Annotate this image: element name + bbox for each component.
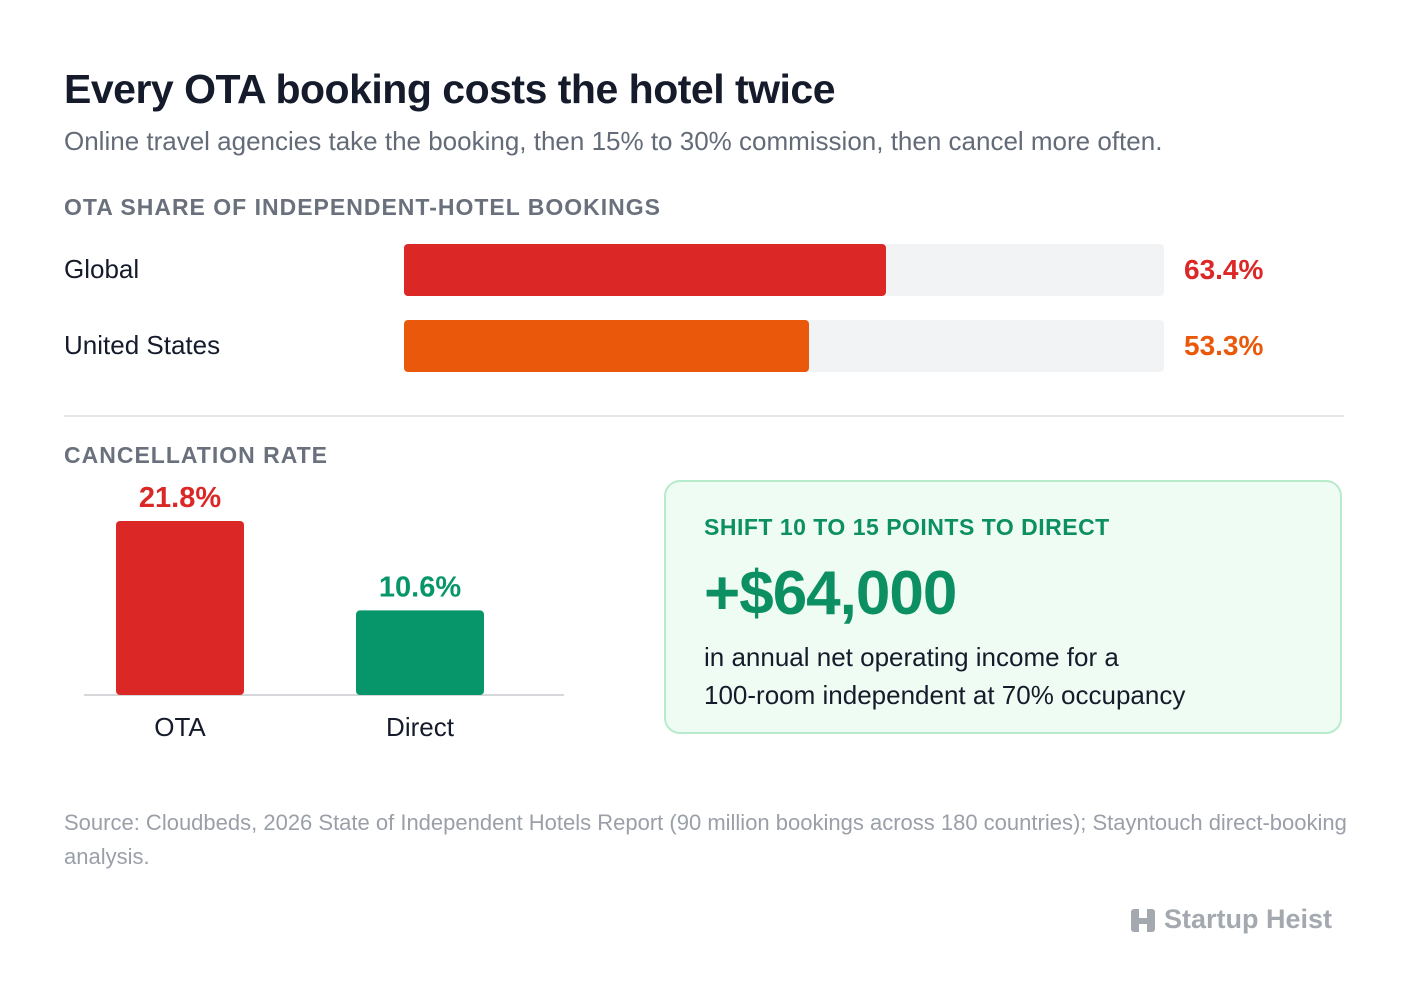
bar-track-united-states: [404, 320, 1164, 372]
bar-global: [404, 244, 886, 296]
callout-value: +$64,000: [704, 559, 957, 628]
category-label-direct: Direct: [386, 712, 455, 742]
section-divider: [64, 415, 1344, 417]
value-label-direct: 10.6%: [379, 571, 461, 603]
bar-track-global: [404, 244, 1164, 296]
bar-ota: [116, 521, 244, 695]
callout-label: SHIFT 10 TO 15 POINTS TO DIRECT: [704, 514, 1110, 540]
brand-name: Startup Heist: [1164, 904, 1333, 934]
page-subtitle: Online travel agencies take the booking,…: [64, 126, 1163, 156]
callout-description-line-1: in annual net operating income for a: [704, 642, 1119, 672]
brand-logo: Startup Heist: [1130, 904, 1332, 935]
callout-card: [664, 480, 1342, 734]
bar-label-united-states: United States: [64, 330, 221, 360]
bar-united-states: [404, 320, 810, 372]
share-section-label: OTA SHARE OF INDEPENDENT-HOTEL BOOKINGS: [64, 194, 661, 220]
bar-label-global: Global: [64, 254, 140, 284]
page-title: Every OTA booking costs the hotel twice: [64, 66, 836, 112]
source-note: Source: Cloudbeds, 2026 State of Indepen…: [64, 810, 1347, 869]
callout-description: in annual net operating income for a 100…: [704, 638, 1304, 714]
value-label-global: 63.4%: [1184, 254, 1264, 285]
cancellation-chart: 21.8% 10.6% OTA Direct: [84, 482, 564, 742]
value-label-ota: 21.8%: [139, 482, 221, 514]
bar-direct: [356, 610, 484, 695]
category-label-ota: OTA: [154, 712, 206, 742]
hotel-building-icon: [1131, 908, 1155, 932]
callout-description-line-2: 100-room independent at 70% occupancy: [704, 680, 1186, 710]
cancel-section-label: CANCELLATION RATE: [64, 442, 329, 468]
value-label-united-states: 53.3%: [1184, 330, 1264, 361]
